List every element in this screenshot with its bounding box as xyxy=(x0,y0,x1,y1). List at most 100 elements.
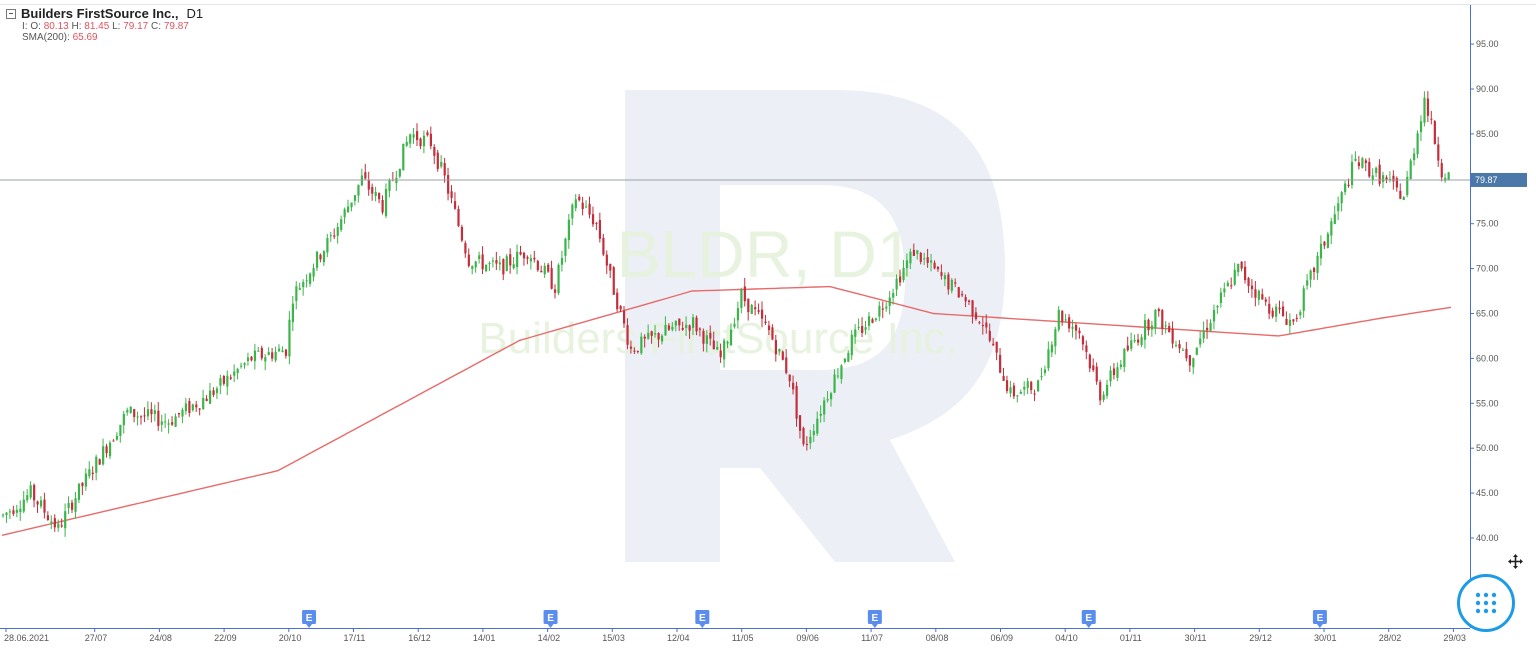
candle-body xyxy=(433,146,436,156)
candle xyxy=(1309,269,1312,288)
candle xyxy=(1430,110,1433,125)
candle xyxy=(657,332,660,348)
candle-body xyxy=(1319,243,1323,259)
candle-body xyxy=(1268,303,1271,314)
candle xyxy=(260,345,263,361)
candle-body xyxy=(585,206,588,208)
y-tick-label: 50.00 xyxy=(1476,443,1499,453)
earnings-marker-icon[interactable]: E xyxy=(302,610,317,628)
candle xyxy=(1019,389,1022,395)
candle-body xyxy=(39,500,43,507)
earnings-marker-icon[interactable]: E xyxy=(543,610,558,628)
candle-body xyxy=(1068,317,1071,329)
candle xyxy=(1368,157,1371,179)
candle-body xyxy=(105,446,108,454)
candle-body xyxy=(926,257,929,263)
candle xyxy=(1171,321,1174,349)
candle xyxy=(1223,282,1226,298)
candle-body xyxy=(836,375,840,377)
candle xyxy=(888,291,891,315)
candle-body xyxy=(1099,382,1102,401)
candle xyxy=(240,362,243,369)
logo-shape xyxy=(531,90,1005,562)
candle-body xyxy=(1019,391,1022,394)
candle xyxy=(457,205,460,228)
candle-body xyxy=(878,305,881,317)
candle-body xyxy=(660,335,664,342)
y-tick-label: 40.00 xyxy=(1476,533,1499,543)
candle xyxy=(612,266,615,295)
candle xyxy=(1406,170,1409,198)
move-icon[interactable] xyxy=(1507,553,1524,570)
candle-body xyxy=(91,472,94,474)
candle-body xyxy=(53,518,56,528)
candle xyxy=(702,328,705,352)
candle-body xyxy=(885,306,888,309)
candle xyxy=(981,316,984,335)
candle xyxy=(305,274,308,288)
candle xyxy=(619,305,622,313)
menu-button[interactable] xyxy=(1457,574,1515,632)
earnings-marker-icon[interactable]: E xyxy=(695,610,710,628)
candle xyxy=(1306,273,1309,290)
candle-body xyxy=(302,281,305,288)
candle-body xyxy=(133,409,136,417)
candle-body xyxy=(388,180,391,191)
candle-body xyxy=(861,326,864,333)
candle xyxy=(177,412,181,418)
candle xyxy=(243,362,246,369)
candle-body xyxy=(688,325,691,331)
earnings-marker-icon[interactable]: E xyxy=(1081,610,1096,628)
candle xyxy=(1333,205,1336,225)
candle-body xyxy=(1237,263,1240,273)
candle xyxy=(8,508,12,520)
earnings-badge xyxy=(302,610,317,624)
candle-body xyxy=(1230,285,1233,287)
collapse-icon[interactable] xyxy=(6,8,16,19)
candle-body xyxy=(747,298,750,313)
candle-body xyxy=(681,327,684,330)
candle xyxy=(1402,196,1405,201)
candle xyxy=(1071,319,1074,338)
candle-body xyxy=(126,410,129,413)
candle xyxy=(1326,231,1329,249)
candle-body xyxy=(512,264,515,269)
candle xyxy=(88,461,91,479)
candle-body xyxy=(1247,278,1250,287)
candle-body xyxy=(22,499,25,512)
earnings-marker-icon[interactable]: E xyxy=(1312,610,1327,628)
candle xyxy=(1057,306,1060,332)
candle xyxy=(916,249,919,260)
candle xyxy=(43,492,46,519)
candle xyxy=(433,144,436,165)
candle xyxy=(1447,171,1450,181)
candle xyxy=(19,500,22,521)
candle-body xyxy=(788,374,791,382)
candle-body xyxy=(443,163,446,176)
candle xyxy=(91,466,94,481)
candle xyxy=(740,287,743,314)
candle xyxy=(1064,313,1067,323)
candle-body xyxy=(1185,348,1188,359)
candle-body xyxy=(205,398,208,402)
x-tick-label: 22/09 xyxy=(214,633,237,643)
candle-body xyxy=(164,421,167,423)
candle-body xyxy=(1071,327,1074,329)
candle xyxy=(512,257,515,270)
candle-body xyxy=(1413,153,1416,161)
candle xyxy=(1212,304,1216,330)
candle xyxy=(1192,357,1195,375)
candle-body xyxy=(181,409,184,417)
candle xyxy=(233,364,236,383)
candle xyxy=(50,515,53,530)
candle-body xyxy=(819,413,822,416)
candle xyxy=(643,334,646,348)
candle xyxy=(1413,147,1416,166)
candle xyxy=(295,281,298,310)
earnings-marker-icon[interactable]: E xyxy=(867,610,882,628)
candle xyxy=(923,252,926,266)
candle-body xyxy=(750,304,753,314)
candle xyxy=(102,438,105,466)
